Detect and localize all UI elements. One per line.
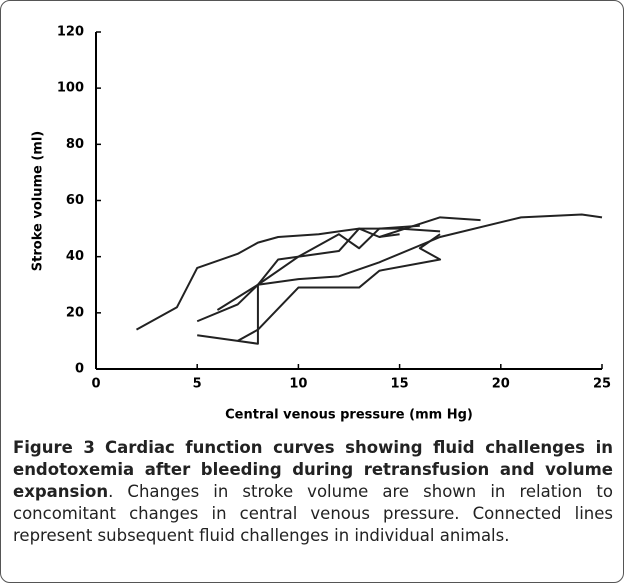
x-axis-label: Central venous pressure (mm Hg) (225, 408, 473, 423)
series-line (237, 233, 442, 342)
caption: Figure 3 Cardiac function curves showing… (13, 437, 613, 547)
series-line (379, 216, 481, 238)
series-line (135, 227, 441, 331)
x-tick-label: 25 (593, 377, 611, 392)
y-tick-label: 120 (57, 25, 84, 40)
x-tick-label: 15 (391, 377, 409, 392)
series-line (197, 224, 420, 345)
y-tick-label: 0 (75, 362, 84, 377)
y-tick-label: 80 (66, 137, 84, 152)
y-tick-label: 60 (66, 193, 84, 208)
x-tick-label: 0 (91, 377, 100, 392)
y-tick-label: 20 (66, 305, 84, 320)
y-tick-label: 40 (66, 249, 84, 264)
caption-text: . Changes in stroke volume are shown in … (13, 482, 613, 545)
y-axis-label: Stroke volume (ml) (31, 131, 46, 271)
series-line (216, 213, 603, 311)
caption-label: Figure 3 (13, 438, 95, 457)
chart: Stroke volume (ml) Central venous pressu… (31, 25, 612, 423)
y-tick-label: 100 (57, 81, 84, 96)
x-tick-label: 20 (492, 377, 510, 392)
x-tick-label: 5 (193, 377, 202, 392)
caption-title: Cardiac function curves showing fluid ch… (13, 438, 613, 501)
x-tick-label: 10 (289, 377, 307, 392)
series-line (196, 227, 400, 323)
